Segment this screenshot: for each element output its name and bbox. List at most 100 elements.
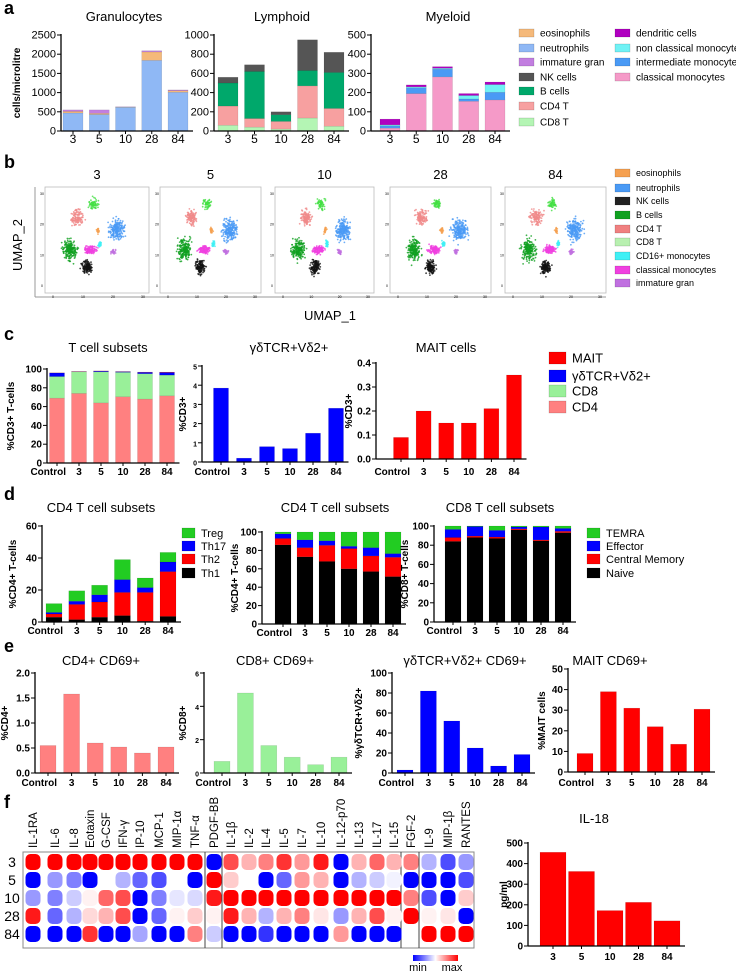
umap-point (547, 264, 550, 267)
umap-point (202, 271, 204, 274)
y-tick-label: 0.1 (357, 431, 371, 442)
umap-point (520, 245, 523, 248)
bar-b-cells (270, 114, 292, 122)
legend-swatch (614, 224, 631, 234)
umap-tick-label: 30 (270, 192, 274, 196)
umap-panel-title: 5 (207, 167, 214, 182)
bar-neutrophils (167, 91, 189, 132)
umap-point (95, 246, 98, 249)
umap-point (533, 218, 536, 221)
umap-point (529, 211, 532, 214)
bar-central-memory (384, 557, 402, 577)
umap-point (85, 266, 87, 269)
y-tick-label: 40 (246, 583, 258, 594)
umap-point (71, 213, 74, 215)
umap-point (428, 264, 431, 267)
bar-central-memory (340, 548, 358, 570)
bar-th17 (45, 612, 63, 615)
y-tick-label: 300 (506, 880, 523, 891)
umap-point (317, 260, 320, 263)
x-tick-label: 5 (324, 628, 330, 639)
umap-point (65, 250, 68, 253)
umap-tick-label: 20 (270, 223, 274, 227)
chart (388, 672, 535, 776)
umap-point (319, 253, 322, 256)
y-tick-label: 80 (418, 541, 430, 552)
legend-swatch (181, 527, 196, 539)
umap-point (425, 262, 428, 264)
umap-point (62, 247, 65, 249)
legend-swatch (518, 43, 535, 53)
chart (31, 672, 179, 776)
umap-point (202, 250, 204, 253)
umap-point (343, 220, 345, 223)
umap-point (417, 246, 420, 249)
y-tick-label: 80 (246, 546, 258, 557)
chart (43, 368, 180, 466)
umap-point (349, 227, 351, 230)
umap-point (298, 244, 300, 247)
umap-point (537, 219, 540, 221)
umap-point (542, 265, 544, 267)
umap-point (184, 243, 187, 246)
umap-point (80, 218, 83, 221)
umap-point (90, 201, 93, 204)
umap-point (300, 249, 303, 252)
legend-swatch (548, 384, 567, 398)
umap-point (204, 208, 206, 211)
bar-naive (532, 540, 550, 623)
umap-point (110, 252, 112, 255)
umap-point (551, 264, 553, 266)
umap-point (73, 247, 75, 250)
umap-point (116, 232, 119, 235)
umap-point (425, 272, 427, 275)
umap-point (335, 235, 338, 237)
umap-point (213, 240, 216, 243)
legend-label: CD8 T (540, 118, 569, 129)
bar-cd8 (93, 371, 109, 404)
umap-point (176, 245, 179, 247)
bar-temra (362, 531, 380, 548)
umap-point (303, 224, 306, 227)
umap-point (525, 258, 528, 261)
umap-point (313, 275, 315, 278)
umap-point (532, 257, 534, 260)
umap-point (186, 221, 189, 223)
umap-point (74, 215, 76, 218)
y-tick-label: 100 (240, 528, 257, 539)
bar-effector (362, 547, 380, 557)
umap-point (182, 243, 184, 246)
x-tick-label: 3 (302, 628, 308, 639)
legend-label: MAIT (572, 351, 603, 366)
umap-point (553, 201, 556, 204)
umap-point (532, 210, 535, 212)
bar-effector (340, 546, 358, 549)
umap-point (231, 222, 234, 224)
y-tick-label: 30 (552, 706, 564, 717)
y-tick-label: 400 (348, 49, 366, 61)
umap-point (91, 195, 94, 198)
y-tick-label: 100 (25, 365, 42, 376)
umap-point (223, 230, 226, 233)
umap-point (110, 234, 113, 236)
umap-point (81, 220, 84, 223)
umap-point (323, 205, 326, 208)
umap-point (544, 264, 547, 267)
umap-point (411, 235, 414, 238)
chart-title: MAIT cells (416, 340, 477, 355)
umap-point (434, 252, 437, 255)
bar-naive (444, 541, 462, 623)
umap-point (528, 237, 531, 240)
umap-point (432, 270, 435, 272)
umap-point (335, 225, 338, 228)
umap-point (303, 242, 305, 245)
umap-point (314, 262, 316, 264)
umap-point (73, 257, 76, 259)
umap-point (341, 221, 343, 224)
umap-point (70, 219, 72, 222)
umap-point (415, 248, 418, 251)
umap-point (424, 212, 427, 214)
bar-dendritic-cells (406, 84, 427, 88)
bar-cd8 (71, 371, 87, 394)
umap-point (413, 243, 416, 245)
